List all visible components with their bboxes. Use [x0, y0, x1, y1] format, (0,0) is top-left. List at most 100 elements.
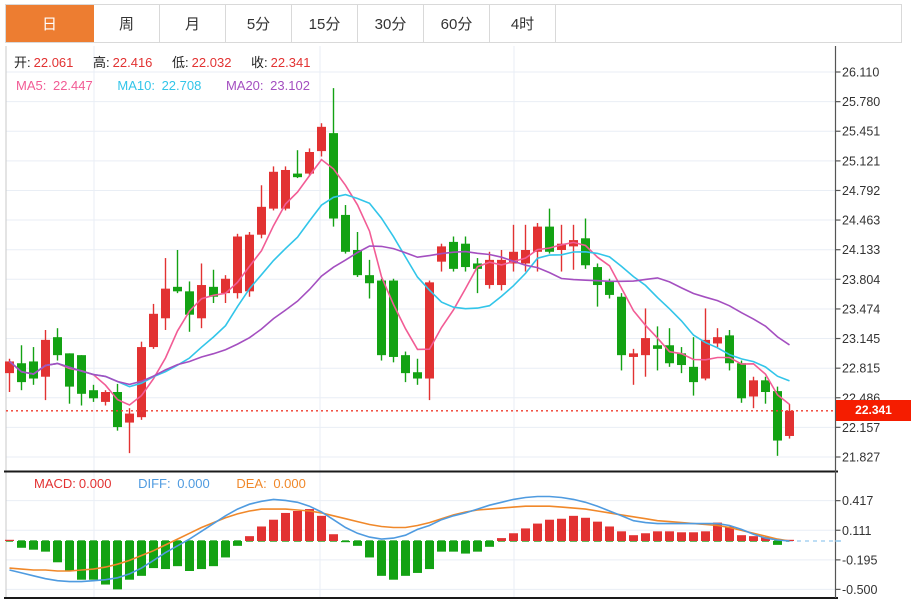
macd-bar — [149, 541, 158, 569]
candle-body — [749, 380, 758, 397]
candle-body — [29, 361, 38, 379]
tab-周[interactable]: 周 — [94, 5, 160, 42]
candle-body — [125, 413, 134, 423]
candle-body — [545, 226, 554, 252]
macd-bar — [197, 541, 206, 570]
macd-bar — [389, 541, 398, 580]
macd-bar — [461, 541, 470, 554]
candle-body — [461, 243, 470, 268]
ma5-line — [8, 158, 790, 406]
candle-body — [485, 259, 494, 286]
candle-body — [389, 280, 398, 357]
macd-bar — [509, 533, 518, 541]
axis-tick-label: 25.780 — [842, 95, 880, 109]
candle-body — [329, 133, 338, 219]
ma20-line — [8, 245, 790, 386]
diff-line — [9, 495, 790, 583]
axis-tick-label: 24.463 — [842, 214, 880, 228]
candle-body — [149, 313, 158, 348]
candle-body — [401, 355, 410, 374]
macd-bar — [29, 541, 38, 550]
macd-bar — [629, 535, 638, 541]
axis-tick-label: 22.815 — [842, 362, 880, 376]
macd-bar — [245, 536, 254, 541]
candle-body — [377, 280, 386, 356]
tab-月[interactable]: 月 — [160, 5, 226, 42]
candle-body — [257, 206, 266, 235]
candle-body — [785, 410, 794, 436]
candle-body — [761, 380, 770, 393]
macd-bar — [437, 541, 446, 552]
macd-bar — [89, 541, 98, 580]
candle-body — [497, 259, 506, 286]
candle-body — [89, 390, 98, 399]
macd-bar — [77, 541, 86, 580]
macd-bar — [281, 512, 290, 541]
tab-日[interactable]: 日 — [6, 5, 94, 42]
axis-tick-label: 0.417 — [842, 494, 873, 508]
gridlines — [5, 46, 835, 598]
candles-layer — [5, 88, 794, 456]
macd-bar — [473, 541, 482, 552]
axis-tick-label: 23.145 — [842, 332, 880, 346]
candle-body — [365, 275, 374, 284]
dea-line — [9, 505, 790, 572]
macd-histogram — [5, 509, 794, 590]
tab-15分[interactable]: 15分 — [292, 5, 358, 42]
macd-bar — [665, 531, 674, 541]
candle-body — [677, 353, 686, 366]
macd-bar — [365, 541, 374, 558]
candle-body — [5, 361, 14, 374]
tab-4时[interactable]: 4时 — [490, 5, 556, 42]
macd-bar — [185, 541, 194, 571]
macd-bar — [521, 528, 530, 541]
candle-body — [269, 171, 278, 209]
right-axis: 26.110 25.780 25.451 25.121 24.792 24.463 24.1… — [834, 46, 880, 598]
candle-body — [161, 288, 170, 319]
axis-tick-label: 25.451 — [842, 125, 880, 139]
macd-bar — [545, 519, 554, 541]
macd-bar — [593, 521, 602, 541]
macd-bar — [5, 539, 14, 541]
macd-bar — [341, 541, 350, 543]
candle-body — [65, 353, 74, 387]
candle-body — [281, 169, 290, 209]
macd-bar — [269, 519, 278, 541]
macd-bar — [257, 526, 266, 541]
candle-body — [341, 214, 350, 252]
macd-bar — [161, 541, 170, 570]
current-price-badge: 22.341 — [836, 400, 911, 421]
tab-30分[interactable]: 30分 — [358, 5, 424, 42]
candle-body — [593, 267, 602, 286]
macd-bar — [305, 509, 314, 541]
macd-bar — [713, 522, 722, 541]
macd-bar — [581, 517, 590, 541]
macd-bar — [569, 515, 578, 541]
macd-bar — [101, 541, 110, 585]
axis-tick-label: 23.474 — [842, 302, 880, 316]
price-macd-chart[interactable]: 26.110 25.780 25.451 25.121 24.792 24.463 24.1… — [0, 46, 912, 604]
candle-body — [185, 291, 194, 315]
candle-body — [413, 372, 422, 379]
candle-body — [605, 281, 614, 295]
tabbar-filler — [556, 5, 901, 42]
tab-60分[interactable]: 60分 — [424, 5, 490, 42]
candle-body — [317, 126, 326, 152]
axis-tick-label: 23.804 — [842, 273, 880, 287]
macd-bar — [737, 535, 746, 541]
axis-tick-label: 0.111 — [842, 524, 871, 538]
macd-bar — [533, 523, 542, 541]
macd-bar — [41, 541, 50, 552]
candle-body — [533, 226, 542, 252]
timeframe-tabbar: 日周月 5分 15分 30分 60分 4时 — [5, 4, 902, 43]
candle-body — [41, 339, 50, 377]
macd-bar — [137, 541, 146, 576]
axis-tick-label: 25.121 — [842, 154, 880, 168]
macd-bar — [749, 536, 758, 541]
macd-bar — [449, 541, 458, 552]
candle-body — [293, 173, 302, 178]
tab-5分[interactable]: 5分 — [226, 5, 292, 42]
candle-body — [569, 240, 578, 247]
candle-body — [773, 391, 782, 441]
macd-bar — [317, 515, 326, 541]
